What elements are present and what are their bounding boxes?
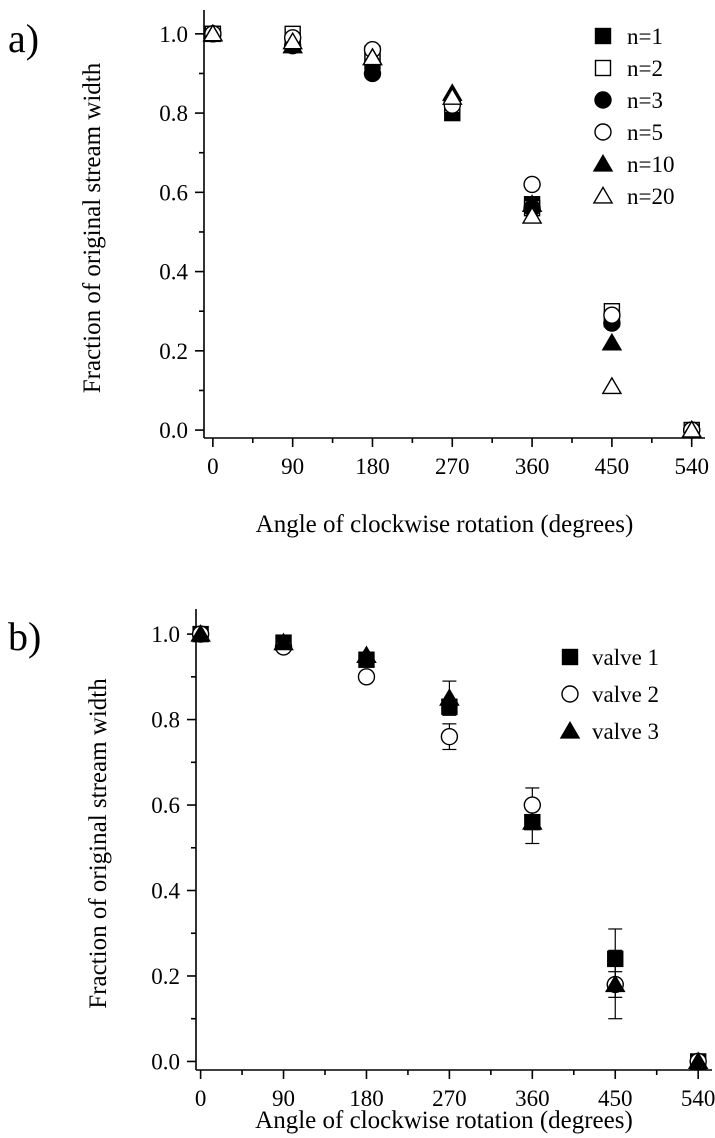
data-point (356, 645, 377, 664)
legend-label: n=20 (627, 184, 674, 209)
legend-label: n=1 (627, 24, 663, 49)
legend-label: n=5 (627, 120, 663, 145)
x-tick-label: 540 (681, 1086, 715, 1111)
data-point (601, 332, 623, 351)
y-tick-label: 0.0 (159, 418, 188, 443)
x-tick-label: 360 (515, 1086, 550, 1111)
data-point (523, 796, 542, 814)
legend-marker (561, 685, 579, 703)
y-tick-label: 0.6 (151, 793, 180, 818)
series-n-10 (202, 23, 702, 438)
y-tick-label: 0.2 (151, 964, 180, 989)
data-point (282, 31, 303, 50)
x-tick-label: 0 (195, 1086, 207, 1111)
legend-marker (559, 720, 581, 739)
legend-label: valve 3 (592, 719, 659, 744)
y-tick-label: 0.6 (159, 180, 188, 205)
data-point (442, 87, 463, 105)
legend-label: valve 1 (592, 645, 659, 670)
x-tick-label: 360 (515, 454, 550, 479)
data-point (439, 688, 460, 706)
data-point (607, 950, 624, 968)
data-point (363, 64, 382, 83)
x-axis-label: Angle of clockwise rotation (degrees) (256, 511, 634, 538)
legend-marker (594, 27, 612, 45)
x-tick-label: 450 (598, 1086, 633, 1111)
y-tick-label: 0.8 (159, 101, 188, 126)
y-tick-label: 0.0 (151, 1049, 180, 1074)
x-tick-label: 450 (595, 454, 630, 479)
x-axis-label: Angle of clockwise rotation (degrees) (255, 1107, 633, 1134)
panel-a: a) 0.0 0.2 0.4 0.6 0.8 1.0 0 90 180 270 360 450 540 An… (8, 10, 709, 538)
data-point (601, 376, 623, 395)
legend-label: n=3 (627, 88, 663, 113)
y-tick-label: 0.8 (151, 708, 180, 733)
x-tick-label: 180 (349, 1086, 384, 1111)
y-axis-label: Fraction of original stream width (79, 62, 106, 393)
x-tick-label: 270 (432, 1086, 467, 1111)
data-point (603, 306, 621, 324)
legend-marker (592, 185, 614, 204)
y-tick-label: 0.4 (151, 879, 180, 904)
x-tick-label: 180 (355, 454, 390, 479)
legend-marker (594, 123, 612, 141)
data-point (357, 668, 376, 686)
data-point (687, 1051, 709, 1070)
legend-marker (592, 153, 614, 172)
legend-marker (561, 648, 579, 666)
legend: valve 1 valve 2 valve 3 (559, 645, 659, 744)
x-tick-label: 540 (674, 454, 709, 479)
x-tick-label: 90 (281, 454, 304, 479)
legend: n=1 n=2 n=3 n=5 n=10 n=20 (592, 24, 674, 209)
data-point (362, 47, 383, 66)
series-n-20 (202, 23, 702, 438)
series-valve-3 (190, 624, 709, 1070)
data-point (273, 632, 294, 651)
y-tick-label: 1.0 (159, 22, 188, 47)
data-point (440, 727, 459, 746)
data-point (681, 420, 702, 438)
data-point (523, 175, 541, 194)
data-point (604, 974, 626, 993)
y-tick-label: 0.2 (159, 339, 188, 364)
legend-marker (594, 59, 612, 77)
x-tick-label: 270 (435, 454, 470, 479)
data-point (522, 812, 543, 830)
panel-label: a) (8, 16, 39, 61)
legend-label: n=10 (627, 152, 674, 177)
panel-label: b) (8, 614, 41, 659)
y-axis-label: Fraction of original stream width (85, 678, 112, 1009)
legend-label: n=2 (627, 56, 663, 81)
data-point (202, 23, 224, 42)
data-point (190, 624, 211, 642)
x-tick-label: 0 (207, 454, 219, 479)
y-tick-label: 0.4 (159, 260, 188, 285)
legend-label: valve 2 (592, 682, 659, 707)
legend-marker (594, 91, 612, 109)
x-tick-label: 90 (272, 1086, 295, 1111)
panel-b: b) 0.0 0.2 0.4 0.6 0.8 1.0 0 90 180 270 360 450 540 An… (8, 609, 715, 1134)
data-point (521, 206, 543, 224)
y-tick-label: 1.0 (151, 622, 180, 647)
